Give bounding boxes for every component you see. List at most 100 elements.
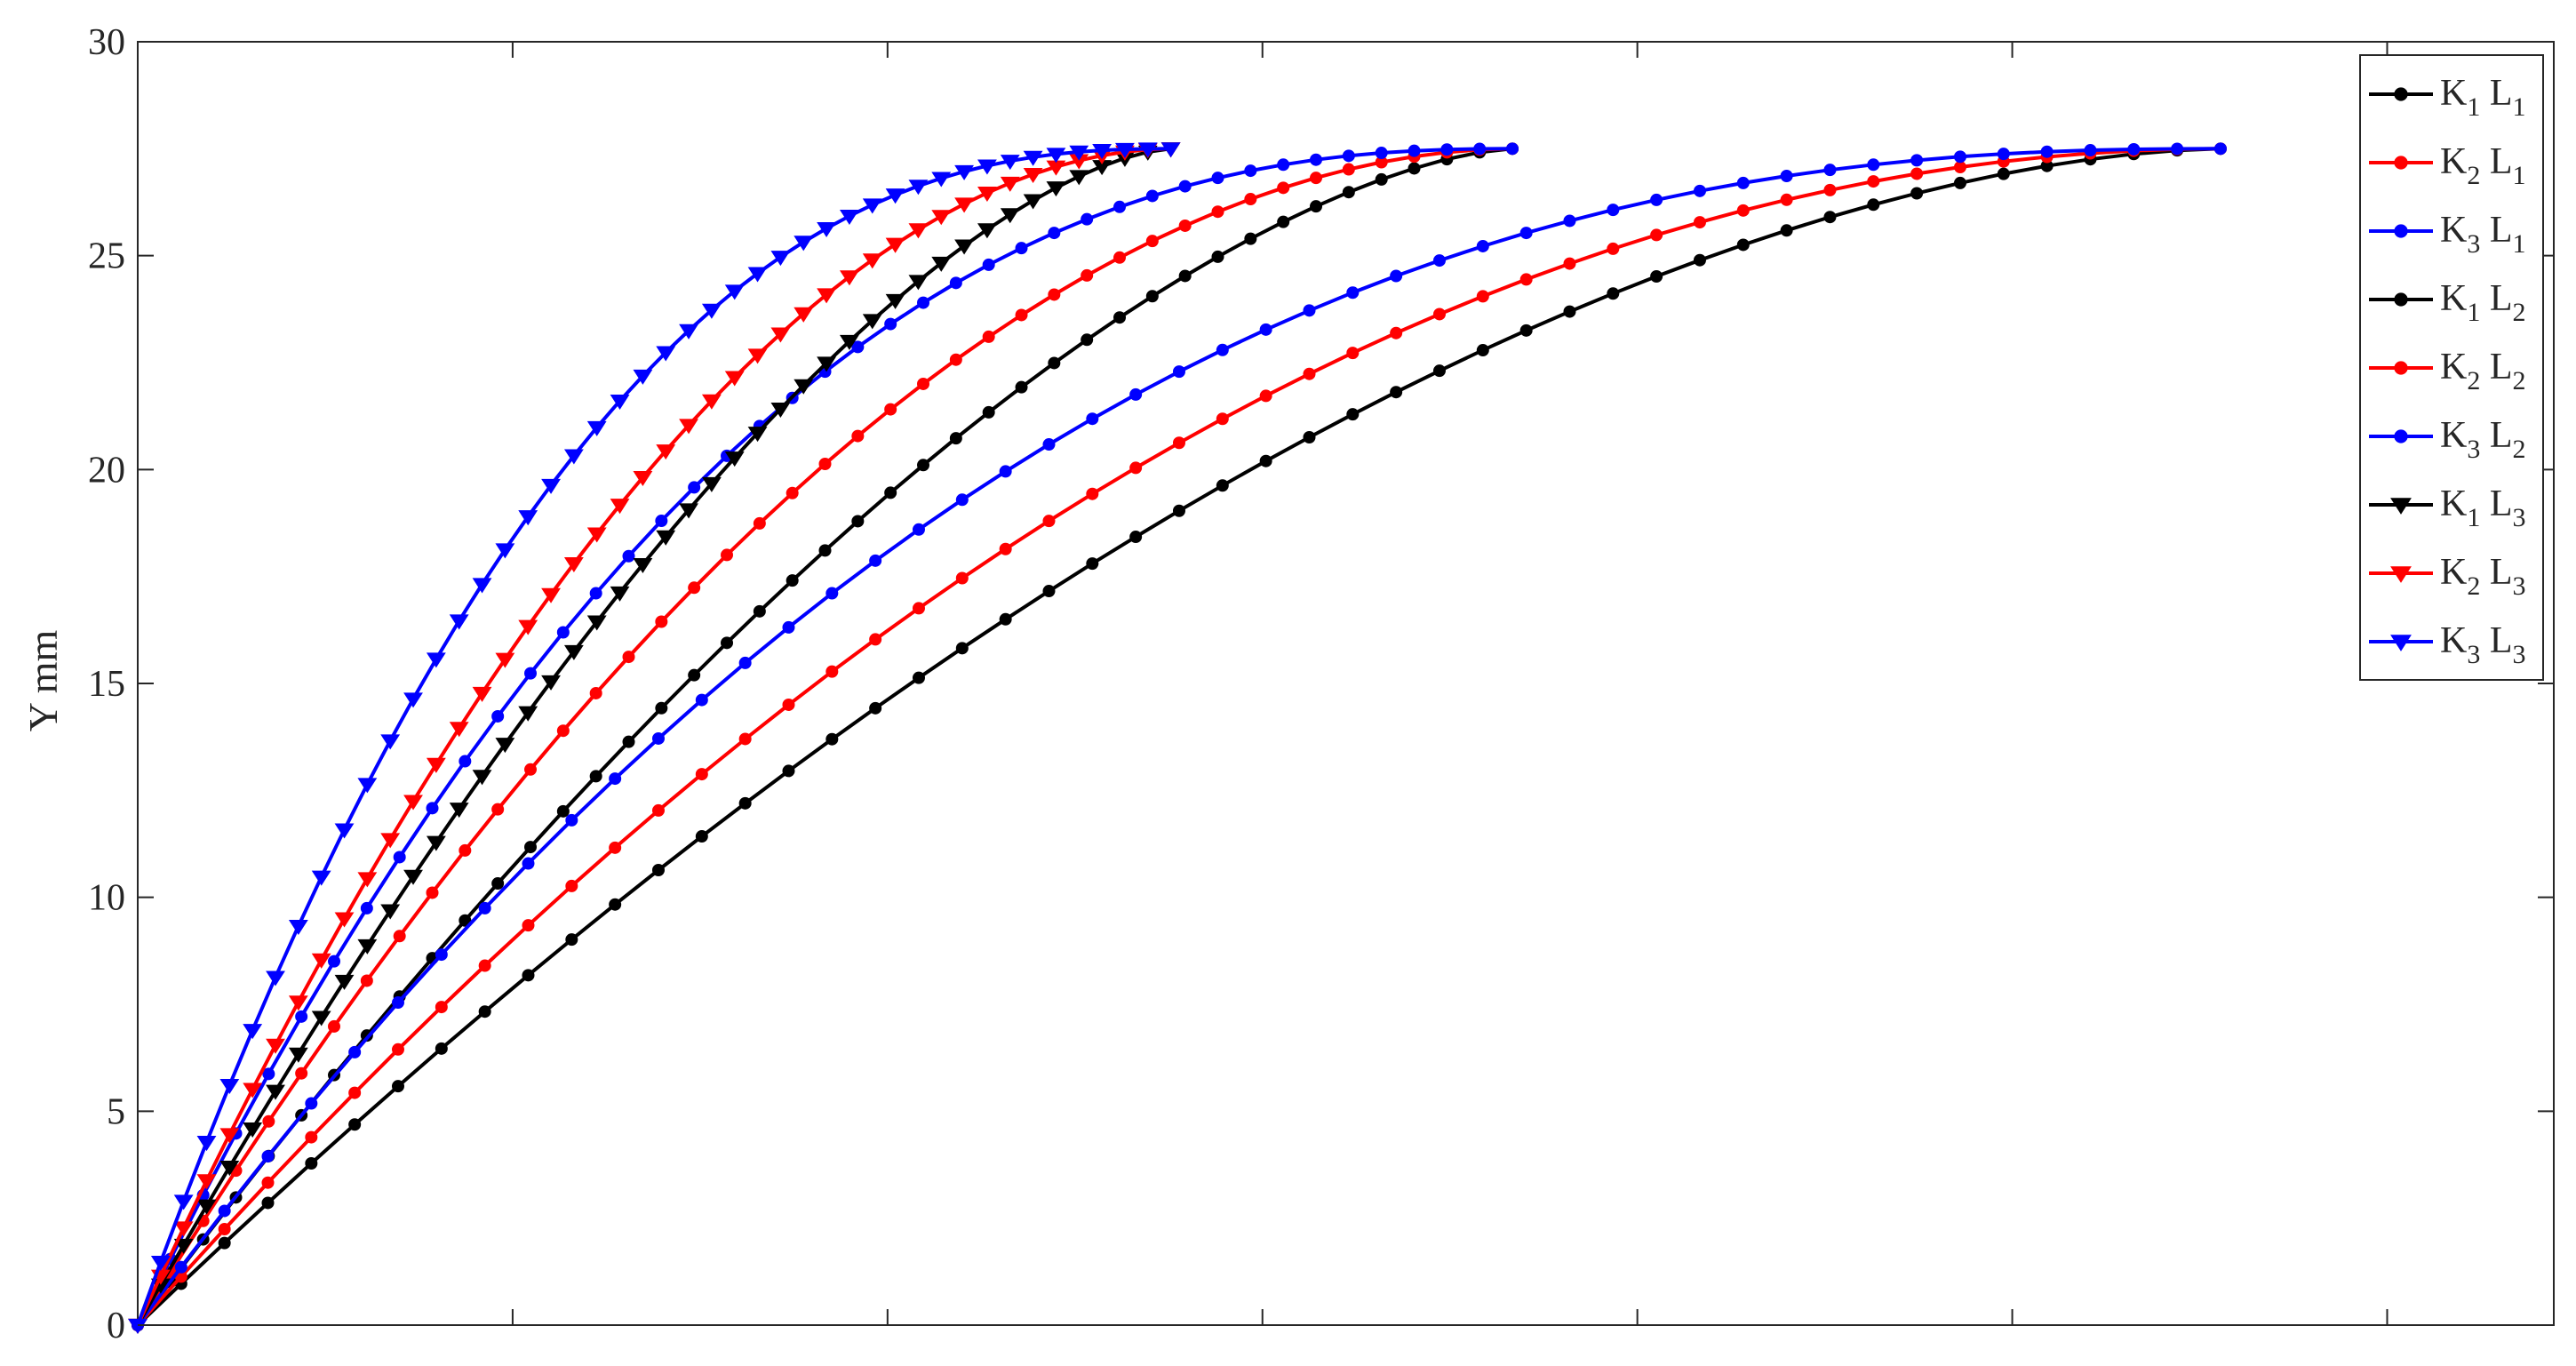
legend-label: K2 L2 <box>2440 347 2526 395</box>
legend-marker <box>2390 566 2412 583</box>
data-point <box>609 772 622 786</box>
data-point <box>884 317 897 331</box>
data-point <box>1693 253 1706 267</box>
data-point <box>218 1222 231 1235</box>
data-point <box>656 444 676 460</box>
data-point <box>380 734 401 750</box>
data-point <box>786 486 799 499</box>
data-point <box>1346 286 1360 300</box>
data-point <box>818 544 832 557</box>
data-point <box>786 574 799 587</box>
data-point <box>1303 304 1316 317</box>
data-point <box>2171 142 2184 156</box>
data-point <box>1650 270 1663 284</box>
data-point <box>1244 193 1257 206</box>
data-point <box>1048 356 1061 370</box>
legend-label: K3 L3 <box>2440 620 2526 669</box>
data-point <box>977 159 997 175</box>
data-point <box>949 276 962 290</box>
data-point <box>1178 219 1192 232</box>
data-point <box>357 778 378 794</box>
data-point <box>1736 238 1750 252</box>
y-tick-label: 0 <box>107 1306 125 1346</box>
data-point <box>851 340 865 354</box>
data-point <box>589 587 602 600</box>
data-point <box>931 172 952 188</box>
data-point <box>655 615 668 628</box>
data-point <box>541 675 561 691</box>
data-point <box>2127 142 2141 156</box>
y-tick-label: 15 <box>88 664 125 705</box>
data-point <box>1081 268 1094 282</box>
data-point <box>1780 170 1793 183</box>
data-point <box>609 841 622 854</box>
data-point <box>459 914 472 927</box>
series-k1-l2 <box>132 142 2227 1331</box>
data-point <box>1303 431 1316 444</box>
data-point <box>262 1114 275 1128</box>
data-point <box>695 830 708 843</box>
data-point <box>869 701 882 715</box>
data-point <box>1259 454 1272 467</box>
data-point <box>1780 193 1793 206</box>
data-point <box>524 667 538 680</box>
series-layer <box>128 142 2227 1334</box>
data-point <box>633 369 653 385</box>
legend-marker <box>2394 429 2408 443</box>
data-point <box>931 210 952 226</box>
data-point <box>522 919 535 932</box>
data-point <box>1408 144 1421 157</box>
data-point <box>977 223 997 239</box>
legend-item: K3 L3 <box>2369 620 2526 669</box>
data-point <box>196 1199 217 1215</box>
data-point <box>908 223 929 239</box>
data-point <box>1015 380 1028 394</box>
data-point <box>357 872 378 888</box>
data-point <box>1023 150 1043 166</box>
data-point <box>262 1067 275 1081</box>
data-point <box>695 768 708 781</box>
data-point <box>435 1042 448 1055</box>
data-point <box>1910 167 1924 180</box>
data-point <box>1650 193 1663 206</box>
data-point <box>1023 168 1043 184</box>
data-point <box>753 604 766 618</box>
data-point <box>449 722 469 738</box>
legend-marker <box>2390 635 2412 651</box>
data-point <box>908 180 929 196</box>
data-point <box>1867 198 1880 212</box>
data-point <box>633 557 653 573</box>
data-point <box>266 971 285 987</box>
data-point <box>1211 172 1224 185</box>
data-point <box>1519 227 1533 240</box>
data-point <box>1303 367 1316 380</box>
data-point <box>426 886 439 899</box>
data-point <box>633 471 653 487</box>
data-point <box>449 803 469 819</box>
data-point <box>524 841 538 854</box>
data-point <box>885 237 905 253</box>
legend-label: K1 L2 <box>2440 278 2526 327</box>
data-point <box>724 451 745 467</box>
data-point <box>391 996 404 1010</box>
data-point <box>1910 187 1924 200</box>
data-point <box>403 869 423 885</box>
data-point <box>243 1122 263 1138</box>
data-point <box>1390 326 1403 340</box>
legend-label: K1 L1 <box>2440 73 2526 122</box>
data-point <box>688 481 701 494</box>
legend-item: K2 L1 <box>2369 141 2526 190</box>
series-k2-l3 <box>128 142 1181 1334</box>
data-point <box>999 612 1012 626</box>
data-point <box>150 1255 171 1272</box>
data-point <box>1069 145 1089 161</box>
data-point <box>1172 436 1185 450</box>
data-point <box>782 764 795 778</box>
data-point <box>982 330 995 343</box>
data-point <box>1310 153 1323 166</box>
data-point <box>305 1130 318 1144</box>
y-tick-label: 5 <box>107 1091 125 1132</box>
data-point <box>954 239 974 255</box>
data-point <box>295 1066 308 1080</box>
data-point <box>1069 170 1089 186</box>
